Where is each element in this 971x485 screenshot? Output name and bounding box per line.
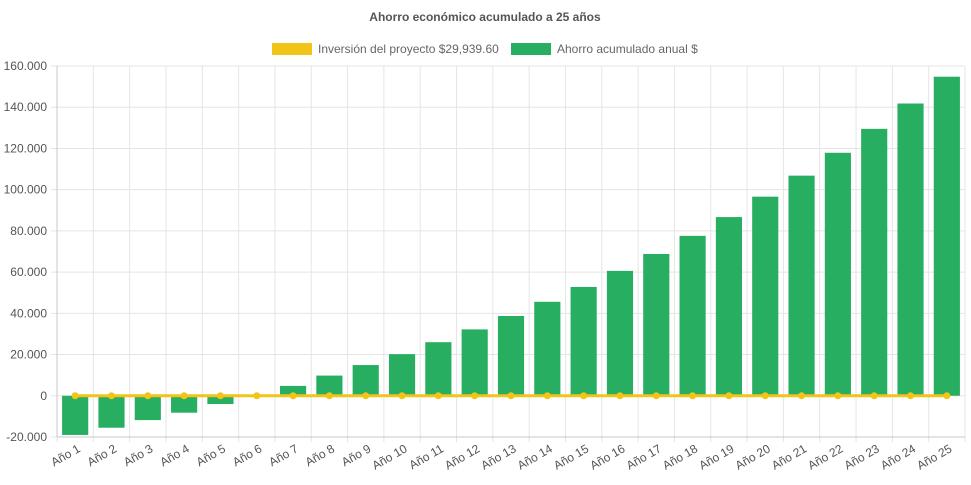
inversion-point[interactable] (543, 392, 551, 400)
y-tick-label: 120.000 (4, 141, 48, 155)
inversion-point[interactable] (616, 392, 624, 400)
x-tick-label: Año 3 (121, 441, 155, 469)
x-tick-label: Año 17 (624, 441, 664, 472)
legend-swatch-inversion[interactable] (272, 43, 312, 55)
inversion-point[interactable] (107, 392, 115, 400)
inversion-point[interactable] (325, 392, 333, 400)
x-tick-label: Año 22 (805, 441, 845, 472)
grid (51, 65, 966, 442)
x-tick-label: Año 6 (230, 441, 264, 469)
bar-ahorro[interactable] (62, 395, 89, 435)
inversion-point[interactable] (144, 392, 152, 400)
bar-ahorro[interactable] (461, 329, 488, 396)
x-tick-label: Año 5 (194, 441, 228, 469)
inversion-point[interactable] (398, 392, 406, 400)
bar-ahorro[interactable] (897, 103, 924, 396)
inversion-point[interactable] (471, 392, 479, 400)
bar-ahorro[interactable] (134, 395, 161, 421)
inversion-point[interactable] (253, 392, 261, 400)
x-tick-label: Año 9 (339, 441, 373, 469)
inversion-point[interactable] (507, 392, 515, 400)
x-tick-label: Año 11 (407, 441, 446, 472)
x-tick-label: Año 15 (551, 441, 591, 472)
bar-ahorro[interactable] (497, 316, 525, 396)
y-tick-label: 100.000 (4, 183, 48, 197)
bar-ahorro[interactable] (207, 395, 234, 405)
x-tick-label: Año 19 (696, 441, 736, 472)
y-tick-label: 40.000 (10, 306, 47, 320)
x-tick-label: Año 13 (479, 441, 519, 472)
inversion-point[interactable] (798, 392, 806, 400)
bar-ahorro[interactable] (534, 301, 561, 396)
inversion-point[interactable] (180, 392, 188, 400)
x-axis-ticks: Año 1 Año 2 Año 3 Año 4 Año 5 Año 6 Año 7 Año 8… (49, 441, 955, 472)
inversion-point[interactable] (943, 392, 951, 400)
inversion-point[interactable] (362, 392, 370, 400)
bar-ahorro[interactable] (570, 286, 597, 396)
inversion-point[interactable] (907, 392, 915, 400)
legend-label-ahorro[interactable]: Ahorro acumulado anual $ (557, 42, 698, 56)
inversion-point[interactable] (834, 392, 842, 400)
chart-title: Ahorro económico acumulado a 25 años (369, 10, 601, 24)
legend-swatch-ahorro[interactable] (511, 43, 551, 55)
y-tick-label: 60.000 (10, 265, 47, 279)
inversion-point[interactable] (434, 392, 442, 400)
inversion-point[interactable] (216, 392, 224, 400)
inversion-point[interactable] (870, 392, 878, 400)
inversion-line (71, 392, 951, 400)
x-tick-label: Año 1 (49, 441, 83, 469)
x-tick-label: Año 7 (266, 441, 300, 469)
bar-ahorro[interactable] (861, 128, 888, 396)
y-tick-label: 80.000 (10, 224, 47, 238)
inversion-point[interactable] (725, 392, 733, 400)
inversion-point[interactable] (71, 392, 79, 400)
inversion-point[interactable] (689, 392, 697, 400)
inversion-point[interactable] (289, 392, 297, 400)
bar-ahorro[interactable] (352, 365, 379, 396)
inversion-point[interactable] (580, 392, 588, 400)
bars (62, 76, 960, 435)
bar-ahorro[interactable] (316, 375, 343, 396)
y-tick-label: 0 (40, 389, 47, 403)
x-tick-label: Año 18 (660, 441, 700, 472)
bar-ahorro[interactable] (606, 270, 634, 396)
x-tick-label: Año 25 (914, 441, 954, 472)
x-tick-label: Año 14 (515, 441, 555, 472)
bar-ahorro[interactable] (388, 354, 416, 396)
x-tick-label: Año 20 (733, 441, 773, 472)
x-tick-label: Año 8 (303, 441, 337, 469)
bar-ahorro[interactable] (824, 152, 851, 396)
bar-ahorro[interactable] (98, 395, 125, 428)
x-tick-label: Año 21 (769, 441, 809, 472)
bar-ahorro[interactable] (752, 196, 779, 396)
legend-label-inversion[interactable]: Inversión del proyecto $29,939.60 (318, 42, 499, 56)
bar-ahorro[interactable] (643, 253, 670, 396)
x-tick-label: Año 12 (442, 441, 482, 472)
x-tick-label: Año 2 (85, 441, 119, 469)
y-axis-ticks: -20.000 0 20.000 40.000 60.000 80.000 100.000 1… (4, 59, 48, 444)
x-tick-label: Año 4 (157, 441, 191, 469)
y-tick-label: 140.000 (4, 100, 48, 114)
x-tick-label: Año 23 (842, 441, 882, 472)
bar-ahorro[interactable] (425, 342, 452, 396)
bar-ahorro[interactable] (933, 76, 960, 396)
x-tick-label: Año 16 (588, 441, 628, 472)
inversion-point[interactable] (761, 392, 769, 400)
y-tick-label: 20.000 (10, 348, 47, 362)
inversion-point[interactable] (652, 392, 660, 400)
legend: Inversión del proyecto $29,939.60 Ahorro… (272, 42, 698, 56)
bar-ahorro[interactable] (788, 175, 815, 396)
y-tick-label: 160.000 (4, 59, 48, 73)
bar-ahorro[interactable] (679, 235, 706, 396)
y-tick-label: -20.000 (6, 430, 47, 444)
x-tick-label: Año 10 (370, 441, 410, 472)
bar-ahorro[interactable] (171, 395, 198, 413)
x-tick-label: Año 24 (878, 441, 918, 472)
bar-ahorro[interactable] (280, 385, 307, 396)
bar-ahorro[interactable] (715, 217, 742, 396)
